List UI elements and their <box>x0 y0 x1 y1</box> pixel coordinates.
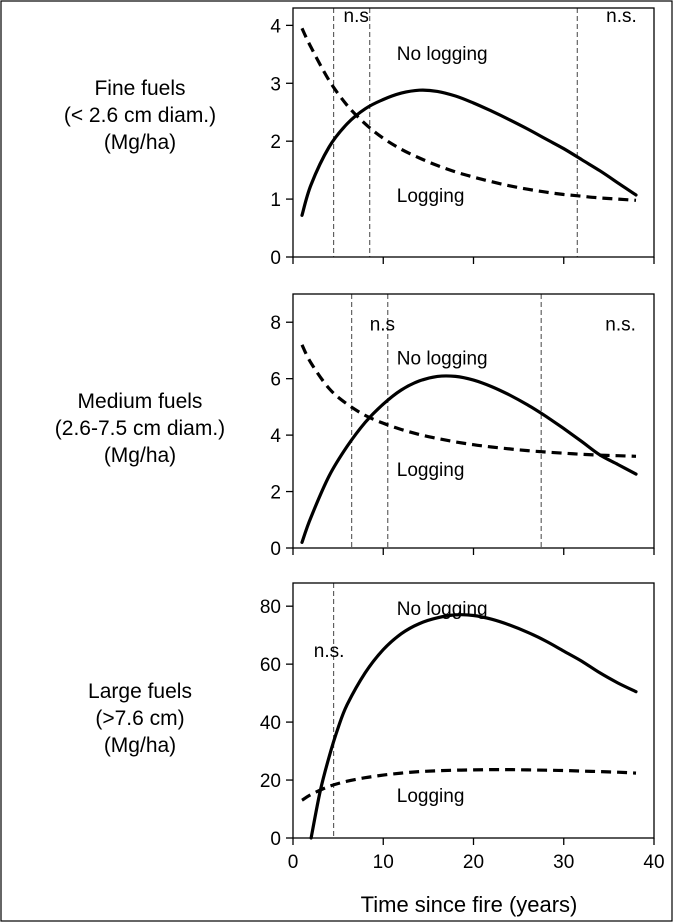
y-axis-title-line-2: (2.6-7.5 cm diam.) <box>55 417 225 440</box>
y-tick-label: 3 <box>270 74 281 95</box>
y-tick-label: 40 <box>260 713 281 734</box>
annotation-3: No logging <box>397 44 488 65</box>
x-tick-label: 40 <box>643 852 664 873</box>
y-axis-title-line-1: Fine fuels <box>94 77 185 100</box>
annotation-1: n.s <box>370 315 395 336</box>
annotation-3: No logging <box>397 349 488 370</box>
x-tick-label: 30 <box>553 852 574 873</box>
annotation-1: n.s <box>344 6 369 27</box>
annotation-2: n.s. <box>606 6 637 27</box>
x-tick-label: 0 <box>288 852 299 873</box>
y-tick-label: 6 <box>270 370 281 391</box>
series-line-logging <box>300 27 637 202</box>
y-tick-label: 1 <box>270 190 281 211</box>
chart-panel-3: 0 20 40 60 80 0 10 20 30 40 Large fuels (>7.6 cm) (M… <box>88 582 665 873</box>
plot-frame <box>292 582 655 839</box>
y-tick-label: 80 <box>260 597 281 618</box>
y-tick-label: 0 <box>270 539 281 560</box>
x-tick-label: 10 <box>373 852 394 873</box>
plot-frame <box>292 293 655 549</box>
y-tick-label: 0 <box>270 829 281 850</box>
annotation-4: Logging <box>397 186 465 207</box>
annotation-2: No logging <box>397 599 488 620</box>
series-line-no-logging <box>300 88 638 217</box>
y-tick-label: 2 <box>270 132 281 153</box>
chart-panel-2: 0 2 4 6 8 Medium fuels (2.6-7.5 cm diam.) (Mg/h… <box>55 293 655 560</box>
y-tick-label: 2 <box>270 483 281 504</box>
series-line-no-logging <box>309 613 638 840</box>
x-tick-label: 20 <box>463 852 484 873</box>
y-axis-title-line-3: (Mg/ha) <box>104 444 176 467</box>
y-axis-title-line-2: (< 2.6 cm diam.) <box>64 104 216 127</box>
y-tick-label: 8 <box>270 313 281 334</box>
series-line-logging <box>301 767 637 802</box>
x-axis-title: Time since fire (years) <box>361 892 578 917</box>
annotation-3: Logging <box>397 786 465 807</box>
y-axis-title-line-2: (>7.6 cm) <box>95 707 184 730</box>
y-tick-label: 20 <box>260 771 281 792</box>
annotation-2: n.s. <box>605 315 636 336</box>
y-tick-label: 4 <box>270 16 281 37</box>
y-axis-title-line-1: Medium fuels <box>78 390 203 413</box>
y-tick-label: 4 <box>270 426 281 447</box>
annotation-4: Logging <box>397 460 465 481</box>
y-tick-label: 0 <box>270 248 281 269</box>
panels: 0 1 2 3 4 Fine fuels (< 2.6 cm diam.) (Mg/ha) n.… <box>55 6 665 873</box>
series-line-logging <box>300 344 637 458</box>
y-axis-title-line-3: (Mg/ha) <box>104 734 176 757</box>
y-axis-title-line-1: Large fuels <box>88 680 192 703</box>
y-axis-title-line-3: (Mg/ha) <box>104 131 176 154</box>
series-line-no-logging <box>300 374 638 544</box>
y-tick-label: 60 <box>260 655 281 676</box>
chart-panel-1: 0 1 2 3 4 Fine fuels (< 2.6 cm diam.) (Mg/ha) n.… <box>64 6 655 269</box>
annotation-1: n.s. <box>314 641 345 662</box>
